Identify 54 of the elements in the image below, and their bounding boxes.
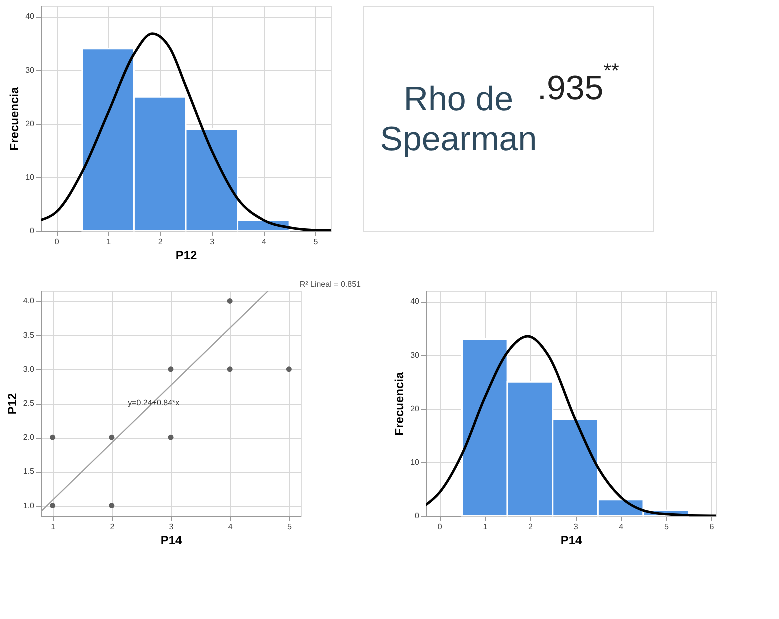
y-tick-label: 3.0	[23, 364, 36, 374]
x-tick-label: 6	[710, 522, 715, 532]
x-tick-label: 3	[169, 522, 174, 532]
x-tick-label: 5	[314, 238, 319, 246]
y-axis-title: Frecuencia	[8, 87, 22, 151]
text: Rho de Spearman	[380, 80, 538, 158]
y-tick-label: 2.0	[23, 433, 36, 442]
x-tick-label: 5	[287, 522, 292, 532]
point	[168, 434, 174, 440]
y-axis-title: Frecuencia	[392, 372, 407, 436]
y-axis-title: P12	[5, 393, 20, 415]
point	[50, 434, 56, 440]
point	[109, 434, 115, 440]
point	[227, 298, 233, 304]
y-tick-label: 10	[410, 458, 420, 467]
y-tick-label: 40	[410, 297, 420, 306]
y-tick-label: 3.5	[23, 330, 36, 340]
x-tick-label: 4	[262, 238, 267, 246]
point	[50, 503, 56, 509]
x-tick-label: 1	[51, 522, 56, 532]
point	[286, 366, 292, 372]
y-tick-label: 1.5	[23, 467, 36, 476]
text: R² Lineal = 0.851	[300, 280, 362, 289]
x-tick-label: 1	[483, 522, 488, 532]
y-tick-label: 4.0	[23, 296, 36, 306]
y-tick-label: 40	[26, 12, 36, 22]
y-tick-label: 20	[26, 119, 36, 128]
y-tick-label: 30	[26, 66, 36, 75]
x-tick-label: 2	[158, 238, 164, 246]
y-tick-label: 1.0	[23, 501, 36, 510]
x-tick-label: 5	[664, 522, 670, 532]
x-tick-label: 0	[438, 522, 443, 532]
x-axis-title: P12	[176, 248, 198, 262]
x-tick-label: 0	[54, 238, 60, 246]
x-tick-label: 2	[110, 522, 116, 532]
y-tick-label: 0	[30, 226, 36, 236]
x-axis-title: P14	[160, 534, 182, 548]
point	[109, 503, 115, 509]
annotation: y=0.24+0.84*x	[128, 398, 180, 408]
x-tick-label: 2	[528, 522, 534, 532]
x-tick-label: 4	[228, 522, 234, 532]
text: .935**	[538, 60, 620, 108]
point	[227, 366, 233, 372]
x-tick-label: 3	[210, 238, 216, 246]
y-tick-label: 0	[415, 512, 420, 520]
x-tick-label: 1	[106, 238, 112, 246]
y-tick-label: 10	[26, 172, 36, 182]
x-tick-label: 3	[574, 522, 579, 532]
y-tick-label: 2.5	[23, 399, 36, 408]
y-tick-label: 30	[410, 350, 420, 360]
y-tick-label: 20	[410, 404, 420, 414]
x-axis-title: P14	[560, 534, 582, 548]
point	[168, 366, 174, 372]
x-tick-label: 4	[619, 522, 624, 532]
